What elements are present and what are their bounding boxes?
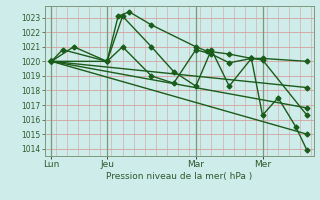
- X-axis label: Pression niveau de la mer( hPa ): Pression niveau de la mer( hPa ): [106, 172, 252, 181]
